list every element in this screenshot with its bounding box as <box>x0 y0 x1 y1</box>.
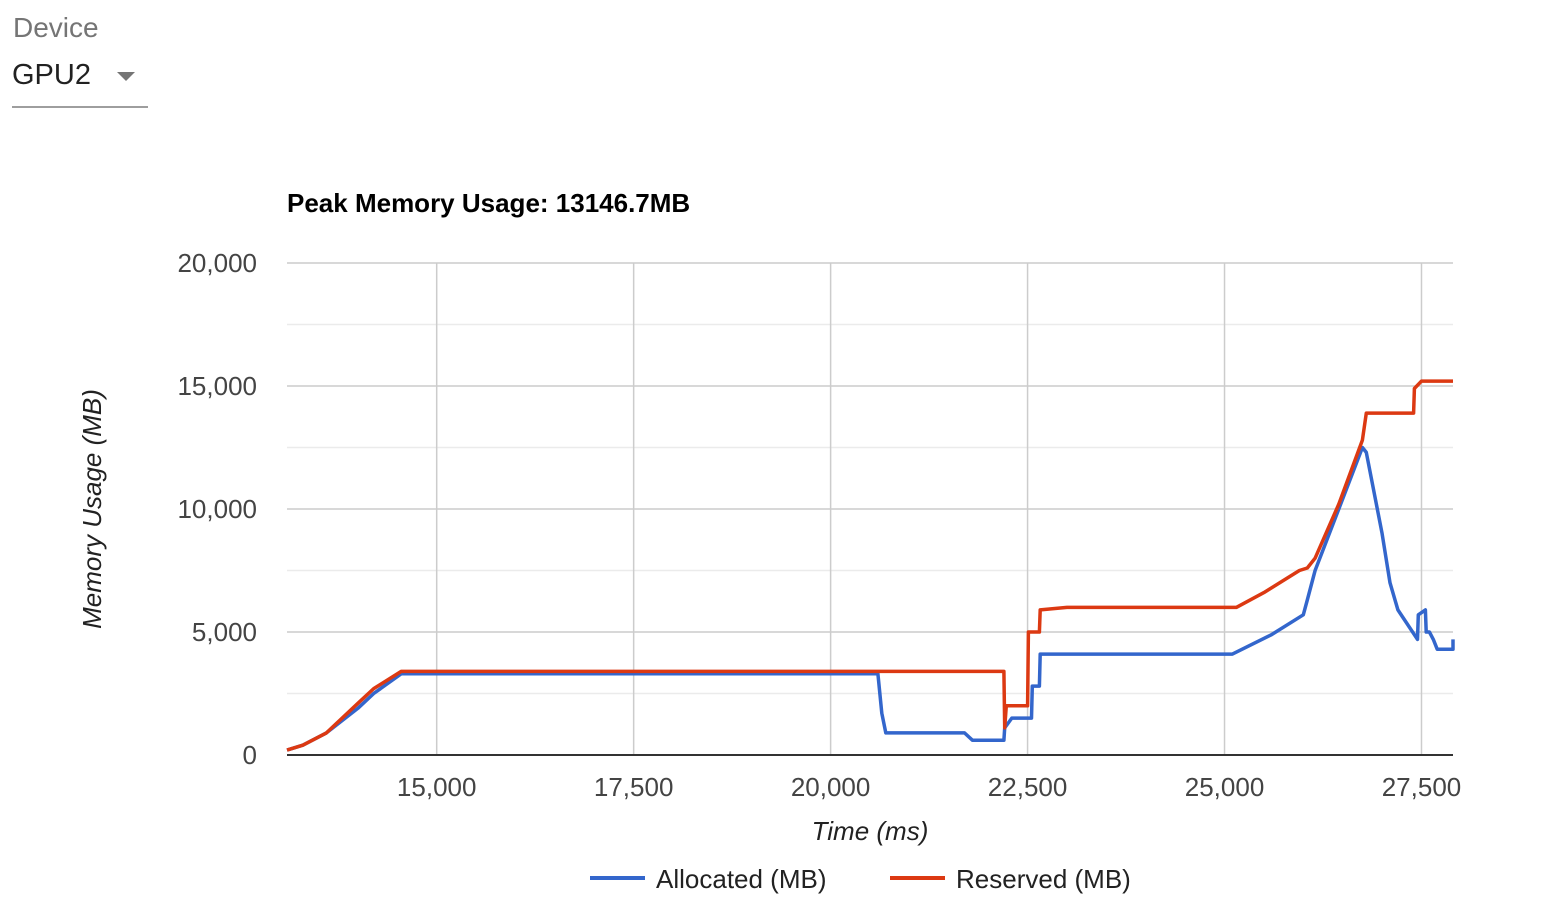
x-tick-label: 15,000 <box>397 772 477 802</box>
legend-label: Allocated (MB) <box>656 864 827 894</box>
legend-label: Reserved (MB) <box>956 864 1131 894</box>
chart-grid <box>287 262 1453 756</box>
y-tick-label: 0 <box>243 740 257 770</box>
chart-legend: Allocated (MB) Reserved (MB) <box>590 864 1131 894</box>
x-tick-label: 22,500 <box>988 772 1068 802</box>
chevron-down-icon <box>117 72 135 81</box>
x-axis: 15,000 17,500 20,000 22,500 25,000 27,500 <box>397 772 1461 802</box>
x-tick-label: 17,500 <box>594 772 674 802</box>
y-tick-label: 10,000 <box>177 494 257 524</box>
y-tick-label: 15,000 <box>177 371 257 401</box>
series-line-1 <box>286 445 1455 752</box>
chart-title: Peak Memory Usage: 13146.7MB <box>287 188 690 218</box>
chart-series <box>286 379 1455 752</box>
x-axis-label: Time (ms) <box>812 816 929 846</box>
y-axis: 0 5,000 10,000 15,000 20,000 <box>177 248 257 770</box>
x-tick-label: 25,000 <box>1185 772 1265 802</box>
device-selected-value: GPU2 <box>12 59 91 91</box>
device-label: Device <box>13 12 99 43</box>
y-tick-label: 20,000 <box>177 248 257 278</box>
x-tick-label: 27,500 <box>1382 772 1462 802</box>
y-axis-label: Memory Usage (MB) <box>77 389 107 629</box>
series-line-2 <box>286 379 1453 752</box>
y-tick-label: 5,000 <box>192 617 257 647</box>
device-select[interactable]: GPU2 <box>12 54 148 108</box>
x-tick-label: 20,000 <box>791 772 871 802</box>
